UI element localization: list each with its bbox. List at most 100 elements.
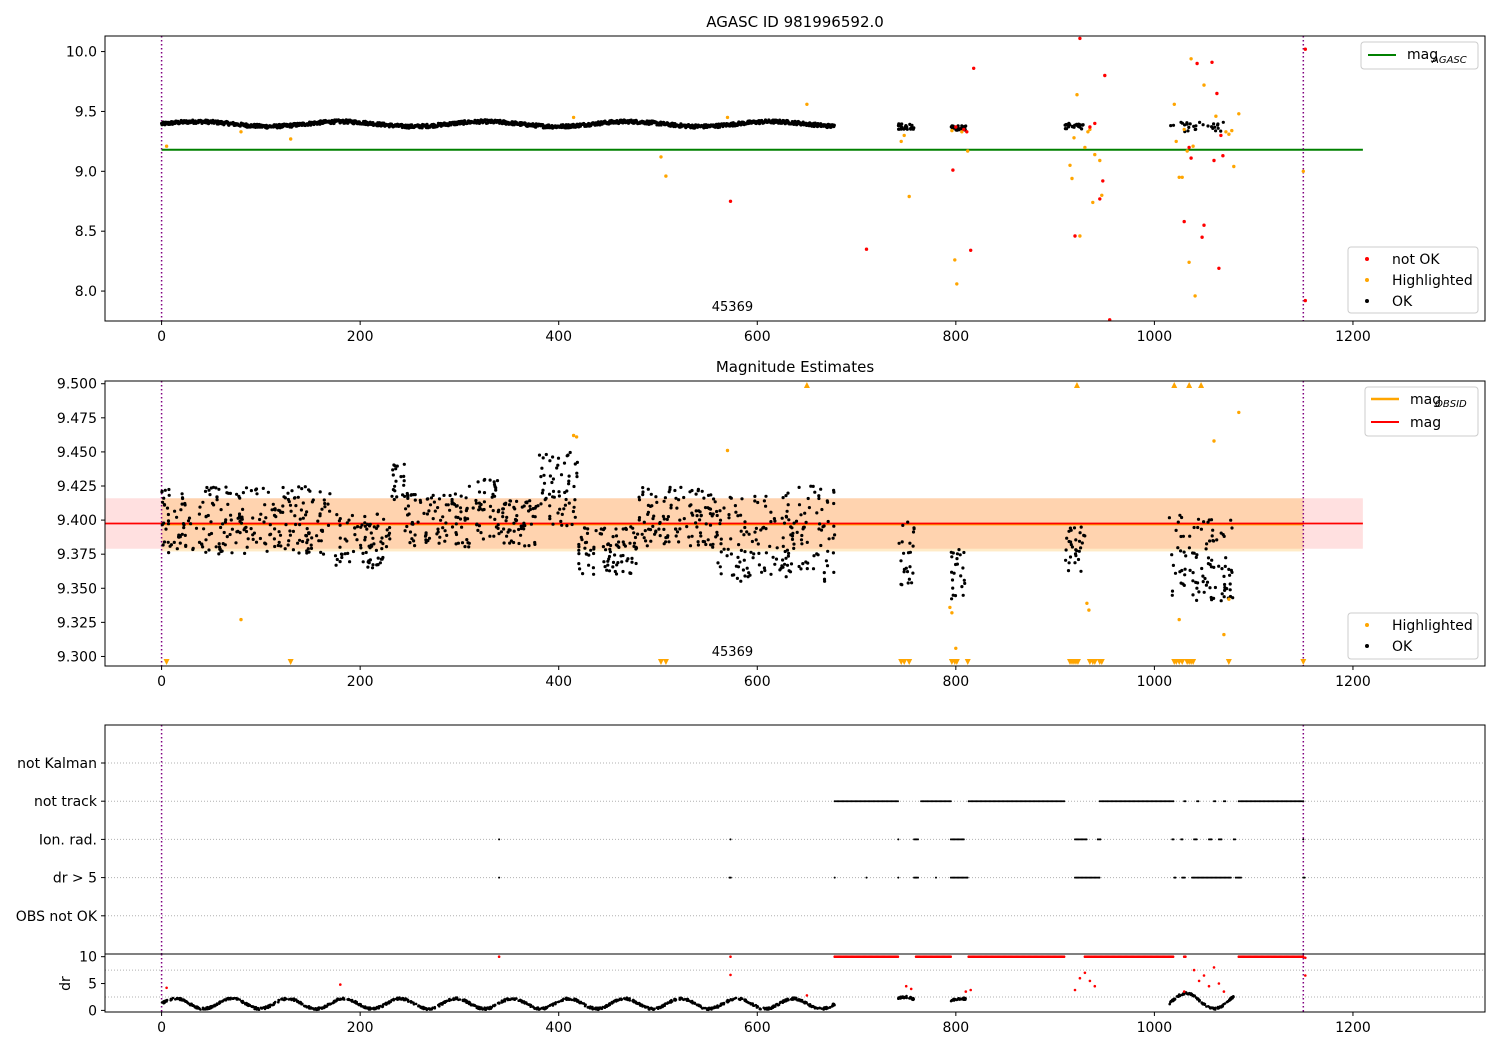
ok-point (566, 997, 570, 1000)
ok-point (183, 999, 186, 1003)
ok-point (786, 491, 790, 495)
ok-point (319, 528, 323, 533)
ok-point (1187, 125, 1191, 129)
flag-point (1172, 800, 1175, 803)
highlighted-point (239, 130, 243, 134)
ok-point (523, 524, 527, 528)
ok-point (460, 541, 465, 545)
ok-point (801, 527, 805, 531)
ok-point (709, 543, 713, 547)
ok-point (501, 515, 505, 519)
ok-point (209, 486, 213, 490)
ok-point (1168, 1002, 1171, 1006)
ok-point (394, 467, 398, 471)
ok-point (762, 499, 767, 503)
ok-point (1174, 528, 1178, 533)
ok-point (291, 529, 295, 534)
ok-point (249, 489, 253, 493)
ok-point (410, 537, 414, 541)
ok-point (688, 490, 692, 494)
ok-point (177, 533, 181, 537)
legend-label: OK (1392, 639, 1413, 655)
ok-point (175, 547, 179, 551)
ok-point (406, 493, 410, 497)
ok-point (1216, 123, 1220, 127)
ok-point (831, 1005, 834, 1008)
ok-point (727, 516, 731, 520)
ok-point (747, 1001, 750, 1005)
ok-point (371, 563, 375, 567)
ok-point (1232, 995, 1235, 998)
ok-point (385, 528, 389, 532)
highlighted-point (953, 258, 957, 262)
highlighted-point (1224, 130, 1228, 134)
ok-point (550, 1003, 553, 1006)
ok-point (306, 547, 310, 551)
ok-point (758, 1007, 762, 1011)
clipped-low-marker (1091, 659, 1098, 665)
clipped-low-marker (163, 659, 170, 665)
ok-point (402, 474, 406, 478)
ok-point (1185, 121, 1189, 125)
ok-point (959, 997, 963, 1001)
ok-point (477, 501, 481, 505)
ok-point (271, 502, 275, 506)
ok-point (353, 533, 357, 537)
not-ok-point (1192, 968, 1196, 972)
not-ok-point (954, 125, 958, 129)
ok-point (628, 999, 632, 1002)
ok-point (238, 998, 241, 1001)
ok-point (512, 505, 516, 509)
ok-point (573, 515, 577, 519)
ok-point (587, 553, 591, 557)
ok-point (1203, 576, 1207, 581)
not-ok-point (1202, 223, 1206, 227)
ok-point (474, 498, 478, 503)
ok-point (317, 539, 321, 543)
not-ok-point (1303, 47, 1308, 51)
ok-point (899, 559, 903, 563)
ok-point (820, 507, 824, 512)
ok-point (650, 504, 654, 508)
ok-point (1191, 593, 1195, 597)
ok-point (628, 541, 632, 545)
ok-point (165, 506, 170, 510)
ok-point (583, 546, 587, 550)
ok-point (1196, 525, 1200, 530)
highlighted-point (664, 174, 668, 178)
ok-point (817, 527, 821, 531)
clipped-low-marker (287, 659, 294, 665)
not-ok-point (1217, 982, 1221, 985)
ok-point (501, 511, 505, 515)
ok-point (804, 560, 808, 564)
ok-point (704, 522, 708, 526)
ok-point (432, 500, 436, 504)
ok-point (772, 1004, 775, 1008)
ok-point (259, 512, 263, 516)
highlighted-point (1191, 144, 1195, 148)
ok-point (734, 564, 739, 568)
ok-point (276, 543, 280, 548)
ok-point (251, 516, 255, 520)
ok-point (202, 1008, 206, 1011)
ok-point (548, 474, 553, 478)
y-tick-label: 8.5 (75, 224, 97, 240)
ok-point (718, 565, 722, 569)
ok-point (395, 495, 399, 499)
ok-point (337, 519, 341, 523)
ok-point (203, 489, 208, 493)
ok-point (221, 542, 225, 546)
ok-point (264, 516, 268, 520)
ok-point (401, 996, 405, 1000)
ok-point (809, 484, 813, 488)
ok-point (476, 528, 480, 533)
ok-point (1206, 556, 1211, 560)
obsid-annotation: 45369 (712, 645, 753, 660)
not-ok-point (969, 988, 972, 992)
clipped-low-marker (1300, 659, 1307, 665)
ok-point (1177, 994, 1180, 998)
ok-point (1207, 518, 1211, 522)
ok-point (412, 493, 416, 497)
ok-point (504, 501, 508, 505)
ok-point (202, 527, 206, 531)
